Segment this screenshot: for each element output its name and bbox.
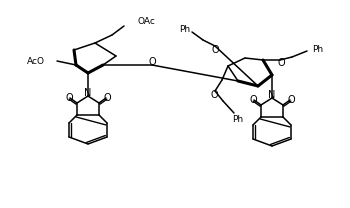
Text: O: O	[148, 57, 156, 67]
Text: O: O	[287, 95, 295, 105]
Text: N: N	[268, 89, 276, 99]
Text: N: N	[84, 88, 92, 98]
Text: O: O	[65, 93, 73, 103]
Text: O: O	[210, 90, 218, 100]
Text: O: O	[211, 45, 219, 55]
Text: O: O	[277, 58, 285, 68]
Text: O: O	[103, 93, 111, 103]
Text: Ph: Ph	[232, 114, 244, 124]
Text: Ph: Ph	[313, 46, 323, 54]
Text: Ph: Ph	[180, 26, 190, 35]
Text: OAc: OAc	[138, 17, 156, 26]
Text: AcO: AcO	[27, 57, 45, 66]
Text: O: O	[249, 95, 257, 105]
